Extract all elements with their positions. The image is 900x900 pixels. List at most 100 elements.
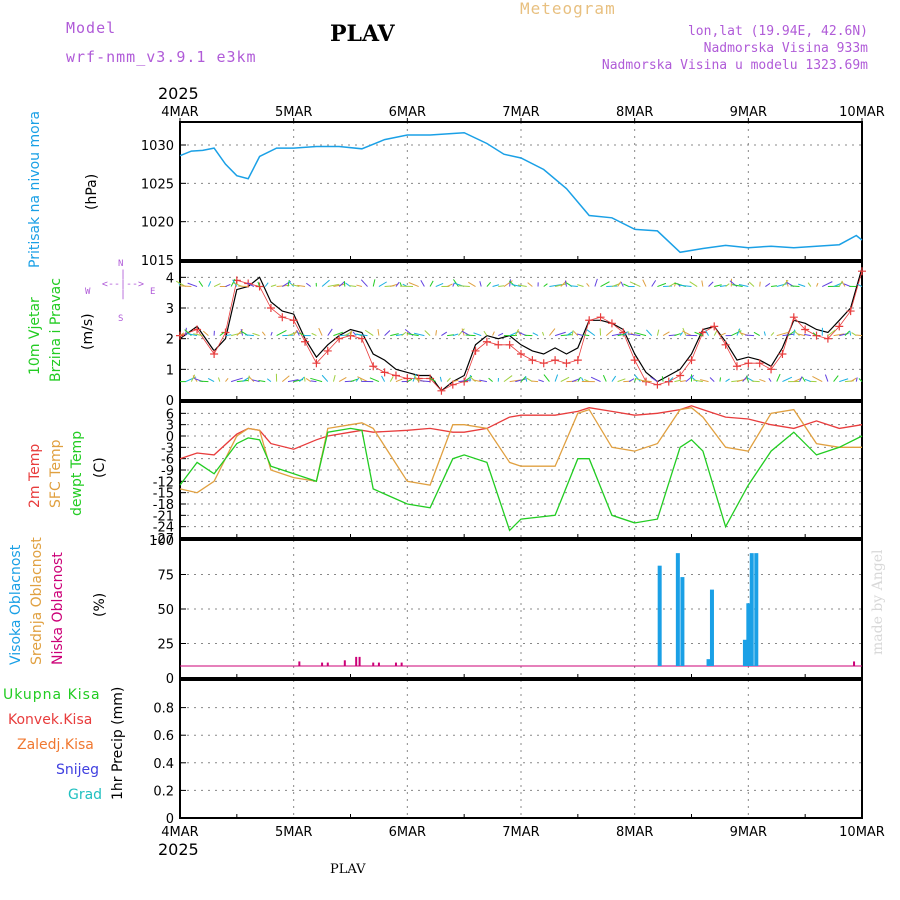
wind-gust-marker	[562, 359, 571, 368]
footer-station: PLAV	[330, 862, 366, 877]
wind-barb	[674, 333, 681, 337]
wind-barb	[833, 333, 845, 337]
wind-barb	[270, 331, 273, 336]
wind-barb	[458, 285, 470, 288]
cloud-high-bar	[657, 565, 662, 666]
wind-barb	[564, 280, 567, 287]
wind-barb	[549, 328, 556, 336]
ytick-label-1-4: 4	[166, 271, 174, 286]
ytick-label-2-9: 0	[166, 430, 174, 445]
wind-barb	[244, 334, 254, 337]
x-label-bottom-6: 10MAR	[839, 825, 885, 840]
wind-barb	[349, 285, 357, 288]
ytick-label-2-8: -3	[161, 441, 174, 456]
wind-barb	[503, 375, 513, 383]
wind-barb	[369, 377, 380, 383]
wind-barb	[321, 279, 330, 287]
wind-barb	[694, 331, 704, 337]
wind-barb	[804, 333, 811, 337]
wind-barb	[804, 378, 812, 383]
wind-barb	[571, 330, 574, 336]
ytick-label-2-0: -27	[153, 532, 174, 547]
wind-barb	[213, 283, 221, 287]
wind-barb	[381, 375, 386, 382]
ytick-label-2-4: -15	[153, 487, 174, 502]
wind-barb	[650, 376, 658, 383]
compass-north: N	[118, 259, 124, 269]
wind-barb	[252, 332, 260, 337]
wind-gust-line	[179, 271, 863, 392]
wind-gust-marker	[505, 340, 514, 349]
pressure-line	[179, 131, 863, 254]
wind-barb	[354, 333, 368, 337]
wind-barb	[745, 334, 755, 337]
x-label-top-0: 4MAR	[161, 105, 198, 120]
cloud-low-bar	[853, 661, 856, 666]
wind-barb	[486, 281, 492, 287]
wind-barb	[725, 283, 730, 287]
wind-barb	[634, 374, 641, 382]
wind-barb	[746, 375, 749, 382]
wind-barb	[560, 376, 570, 383]
ytick-label-0-1: 1020	[141, 216, 174, 231]
wind-barb	[566, 330, 574, 337]
wind-barb	[207, 281, 212, 287]
wind-barb	[240, 328, 244, 336]
wind-barb	[446, 283, 453, 287]
x-label-top-1: 5MAR	[275, 105, 312, 120]
wind-barb	[850, 377, 857, 383]
wind-barb	[646, 329, 653, 336]
wind-gust-marker	[789, 313, 798, 322]
wind-barb	[327, 283, 340, 288]
cloud-high-bar	[706, 659, 711, 666]
x-label-bottom-5: 9MAR	[730, 825, 767, 840]
wind-barb	[713, 330, 718, 336]
precip-legend-snow: Snijeg	[56, 762, 100, 778]
wind-barb	[576, 333, 584, 337]
wind-barb	[179, 332, 185, 337]
cloud-low-bar	[355, 656, 358, 666]
wind-gust-marker	[801, 325, 810, 334]
wind-barb	[318, 327, 323, 336]
wind-barb	[709, 377, 715, 382]
wind-gust-marker	[335, 334, 344, 343]
wind-barb	[338, 281, 346, 287]
x-label-top-3: 7MAR	[502, 105, 539, 120]
wind-barb	[231, 377, 243, 383]
wind-barb	[384, 330, 391, 336]
ytick-label-4-1: 0.2	[153, 784, 174, 799]
wind-barb	[327, 328, 333, 336]
wind-barb	[849, 330, 852, 336]
wind-barb	[498, 332, 504, 337]
wind-barb	[833, 375, 839, 382]
wind-barb	[479, 281, 482, 287]
wind-barb	[600, 281, 610, 287]
wind-barb	[738, 283, 749, 288]
ytick-label-3-3: 75	[157, 569, 174, 584]
ytick-label-2-1: -24	[153, 521, 174, 536]
wind-barb	[310, 380, 317, 383]
ytick-label-2-3: -18	[153, 498, 174, 513]
wind-barb	[472, 379, 482, 383]
wind-barb	[311, 332, 317, 337]
wind-barb	[276, 330, 287, 337]
wind-barb	[389, 376, 394, 382]
model-name: wrf-nmm_v3.9.1 e3km	[66, 48, 257, 66]
wind-barb	[407, 378, 413, 383]
wind-barb	[770, 332, 775, 336]
wind-barb	[725, 378, 730, 383]
year-bottom: 2025	[158, 840, 199, 859]
wind-barb	[590, 376, 601, 383]
x-label-top-4: 8MAR	[616, 105, 653, 120]
wind-barb	[855, 377, 858, 382]
wind-barb	[190, 374, 196, 382]
wind-barb	[356, 284, 362, 288]
wind-barb	[350, 378, 358, 383]
wind-barb	[851, 332, 857, 337]
wind-barb	[662, 331, 670, 337]
wind-gust-marker	[528, 356, 537, 365]
wind-barb	[527, 282, 533, 287]
wind-barb	[629, 281, 641, 287]
wind-barb	[668, 377, 674, 382]
lonlat-label: lon,lat (19.94E, 42.6N)	[687, 24, 868, 39]
